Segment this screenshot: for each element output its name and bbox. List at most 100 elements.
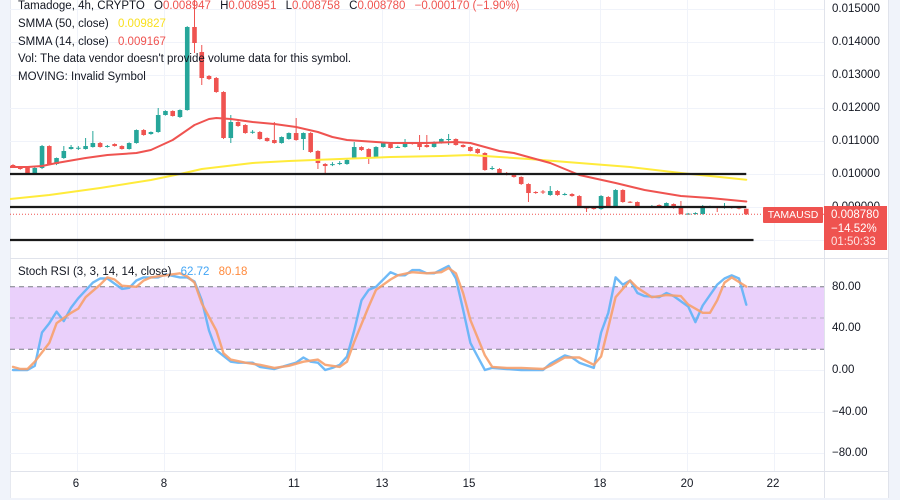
candle-body (119, 146, 125, 149)
stoch-axis-label: 80.00 (832, 281, 861, 293)
symbol-title[interactable]: Tamadoge, 4h, CRYPTO (18, 0, 145, 12)
volume-message: Vol: The data vendor doesn't provide vol… (18, 53, 352, 66)
candle (105, 144, 110, 148)
smma50-value: 0.009827 (117, 17, 166, 30)
candle-body (555, 191, 560, 196)
candle (90, 131, 96, 148)
candle-body (395, 146, 401, 148)
last-price-tag: 0.008780 −14.52% 01:50:33 (824, 206, 887, 250)
candle-body (264, 138, 270, 142)
smma14-legend-row[interactable]: SMMA (14, close) 0.009167 (18, 34, 520, 52)
candle-body (606, 197, 611, 208)
candle-body (402, 143, 408, 148)
candle-body (598, 196, 604, 210)
price-change: −0.000170 (−1.90%) (414, 0, 520, 12)
smma50-legend-row[interactable]: SMMA (50, close) 0.009827 (18, 16, 520, 34)
candle-body (155, 115, 161, 133)
candle-body (366, 148, 372, 158)
candle (257, 131, 263, 140)
candle (141, 129, 146, 136)
candle (424, 135, 430, 148)
candle (163, 110, 168, 116)
candle (337, 161, 342, 166)
candle-body (32, 168, 38, 174)
price-pane[interactable] (10, 0, 824, 242)
time-axis-label: 15 (462, 478, 476, 490)
smma50-line (10, 154, 748, 200)
candle (243, 124, 248, 134)
ohlc-close-label: C (349, 0, 358, 12)
candle-body (192, 26, 197, 43)
candle-body (83, 146, 88, 149)
candle-body (482, 153, 488, 171)
stoch-rsi-legend[interactable]: Stoch RSI (3, 3, 14, 14, close) 62.72 80… (18, 264, 247, 280)
candle (743, 208, 749, 215)
ohlc-low: L0.008758 (286, 0, 340, 12)
smma14-label: SMMA (14, close) (18, 35, 109, 48)
candle-body (337, 163, 342, 165)
candle (446, 134, 451, 146)
candle (518, 176, 524, 185)
candle (76, 146, 81, 151)
candle (61, 146, 67, 159)
candle-body (170, 111, 176, 116)
candle (221, 91, 226, 140)
stoch-k-line (11, 264, 748, 372)
candle-body (700, 206, 705, 215)
smma50-label: SMMA (50, close) (18, 17, 109, 30)
moving-legend-row[interactable]: MOVING: Invalid Symbol (18, 69, 520, 87)
candle (460, 144, 466, 148)
candle (155, 108, 161, 133)
candle-body (148, 132, 154, 135)
candle (526, 183, 531, 202)
candle-body (293, 133, 299, 141)
candle (170, 110, 176, 117)
volume-legend-row[interactable]: Vol: The data vendor doesn't provide vol… (18, 51, 520, 69)
candle-body (540, 191, 546, 193)
candle-body (518, 177, 524, 185)
candle (606, 196, 611, 208)
candle-body (562, 194, 568, 196)
candle-body (213, 78, 219, 93)
time-axis-label: 6 (72, 478, 80, 490)
candle-body (184, 26, 190, 111)
ohlc-high-value: 0.008951 (228, 0, 277, 12)
symbol-legend-row[interactable]: Tamadoge, 4h, CRYPTO O0.008947 H0.008951… (18, 0, 520, 16)
candle (47, 145, 52, 165)
candle (148, 131, 154, 135)
candle (213, 76, 219, 93)
candle (272, 122, 277, 144)
smma14-value: 0.009167 (117, 35, 166, 48)
candle (264, 137, 270, 142)
candle-body (388, 144, 393, 149)
stoch-rsi-pane[interactable] (10, 264, 824, 372)
stoch-d-line (11, 266, 748, 371)
candle-body (286, 133, 292, 139)
candle (32, 167, 38, 175)
candle (489, 166, 495, 171)
candle (112, 143, 117, 147)
candle (475, 148, 480, 154)
candle (308, 132, 313, 153)
time-axis-label: 18 (593, 478, 607, 490)
candle (83, 138, 88, 150)
candle (388, 143, 393, 149)
candle-body (569, 194, 575, 197)
candle-body (177, 110, 183, 118)
candle (693, 212, 698, 215)
candle (293, 118, 299, 141)
candle (620, 189, 626, 203)
ohlc-open: O0.008947 (154, 0, 211, 12)
candle-body (250, 131, 255, 133)
candle-body (359, 147, 364, 151)
candle-body (39, 146, 45, 169)
candle (468, 146, 473, 152)
stoch-axis-label: −80.00 (832, 447, 868, 459)
price-axis-label: 0.010000 (832, 168, 880, 180)
candle-body (576, 196, 582, 208)
candle-body (373, 147, 379, 158)
candle (627, 201, 633, 204)
ohlc-close-value: 0.008780 (357, 0, 406, 12)
pane-separator[interactable] (10, 258, 889, 259)
